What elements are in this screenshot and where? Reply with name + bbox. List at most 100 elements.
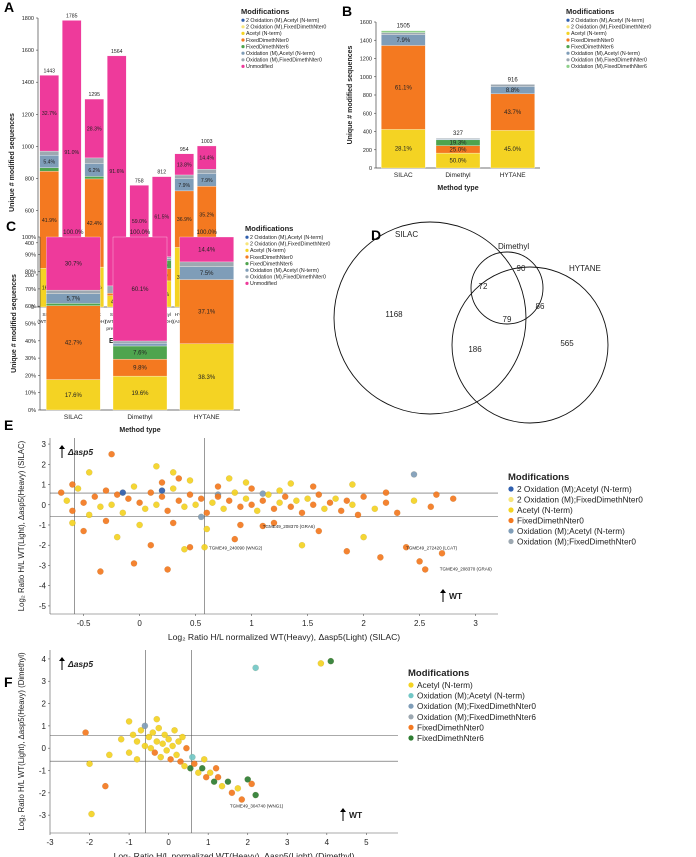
data-point xyxy=(186,477,194,484)
data-point xyxy=(141,722,149,730)
data-point xyxy=(238,796,246,803)
data-point xyxy=(102,782,109,790)
data-point xyxy=(147,489,155,496)
data-point xyxy=(74,485,82,492)
data-point xyxy=(125,495,132,502)
bar-segment-label: 59.0% xyxy=(132,219,147,225)
data-point xyxy=(137,727,145,734)
x-tick-label: HYTANE xyxy=(500,172,527,179)
bar-segment-label: 5.4% xyxy=(43,160,55,166)
y-tick-label: 0 xyxy=(369,166,372,172)
x-tick-label: 2 xyxy=(361,619,366,628)
bar-segment-label: 60.1% xyxy=(131,287,149,293)
bar-segment xyxy=(197,169,217,174)
data-point xyxy=(85,469,93,476)
legend-marker xyxy=(566,31,570,35)
legend-marker xyxy=(408,703,414,709)
y-tick-label: 2 xyxy=(42,460,47,469)
point-annotation: TGME49_304740 (WNG1) xyxy=(230,803,284,808)
data-point xyxy=(298,509,306,517)
bar-segment xyxy=(179,279,234,344)
data-point xyxy=(63,497,71,504)
legend-label: 2 Oxidation (M);FixedDimethNter0 xyxy=(517,495,643,505)
data-point xyxy=(183,744,190,752)
y-tick-label: 800 xyxy=(25,177,34,183)
data-point xyxy=(270,519,278,527)
y-tick-label: 50% xyxy=(25,322,36,328)
legend-marker xyxy=(245,242,249,246)
x-tick-label: 1 xyxy=(249,619,254,628)
point-annotation: TGME49_240090 (WNG2) xyxy=(209,545,263,550)
data-point xyxy=(179,733,186,741)
data-point xyxy=(195,769,202,776)
bar-segment-label: 9.8% xyxy=(133,366,147,372)
data-point xyxy=(220,505,227,513)
bar-segment-label: 25.0% xyxy=(449,147,467,153)
data-point xyxy=(80,499,87,506)
data-point xyxy=(133,756,141,763)
bar-segment xyxy=(381,32,426,35)
data-point xyxy=(163,747,170,754)
y-tick-label: -3 xyxy=(39,561,47,570)
bar-segment xyxy=(46,305,101,380)
legend-marker xyxy=(241,38,245,42)
data-point xyxy=(117,736,125,743)
panel-label: A xyxy=(4,0,14,15)
legend-label: Oxidation (M);FixedDimethNter6 xyxy=(417,712,536,722)
data-point xyxy=(164,566,171,573)
bar-segment xyxy=(46,289,101,294)
data-point xyxy=(343,548,351,555)
data-point xyxy=(69,507,76,515)
x-axis-title: Log₂ Ratio H/L normalized WT(Heavy), Δas… xyxy=(168,632,400,642)
legend-label: 2 Oxidation (M),Acetyl (N-term) xyxy=(246,18,320,24)
data-point xyxy=(82,729,89,736)
bar-segment xyxy=(39,150,59,156)
venn-set-label: Dimethyl xyxy=(498,242,529,251)
bar-segment-label: 32.7% xyxy=(42,111,57,117)
data-point xyxy=(326,499,334,506)
bar-segment xyxy=(174,153,194,176)
legend-marker xyxy=(566,64,570,68)
bar-segment xyxy=(84,98,104,159)
data-point xyxy=(129,731,137,739)
bar-segment xyxy=(46,236,101,291)
data-point xyxy=(298,541,306,549)
legend-label: Oxidation (M),Acetyl (N-term) xyxy=(246,51,315,57)
x-tick-label: -0.5 xyxy=(77,619,91,628)
y-tick-label: 600 xyxy=(363,111,372,117)
data-point xyxy=(187,765,194,772)
data-point xyxy=(206,769,214,776)
direction-label-wt: WT xyxy=(449,591,463,601)
legend-marker xyxy=(508,496,514,503)
bar-segment xyxy=(179,343,234,411)
y-tick-label: 600 xyxy=(25,209,34,215)
data-point xyxy=(209,499,216,506)
data-point xyxy=(231,535,239,543)
data-point xyxy=(270,505,278,513)
y-tick-label: 20% xyxy=(25,373,36,379)
data-point xyxy=(327,657,335,665)
data-point xyxy=(237,503,244,511)
y-tick-label: 1200 xyxy=(360,57,372,63)
bar-total-label: 1564 xyxy=(111,49,123,55)
legend-marker xyxy=(566,58,570,62)
bar-segment-label: 8.8% xyxy=(506,88,520,94)
y-tick-label: 3 xyxy=(42,677,47,686)
bar-total-label: 100.0% xyxy=(196,230,217,236)
y-tick-label: 400 xyxy=(25,241,34,247)
bar-total-label: 100.0% xyxy=(130,230,151,236)
bar-total-label: 1505 xyxy=(397,24,411,30)
bar-segment-label: 50.0% xyxy=(449,159,467,165)
data-point xyxy=(248,501,255,509)
bar-segment-label: 19.3% xyxy=(449,141,467,147)
y-tick-label: -3 xyxy=(39,811,47,820)
data-point xyxy=(181,762,188,770)
point-annotation: TGME49_208370 (GRA6) xyxy=(263,524,316,529)
bar-segment-label: 28.3% xyxy=(87,127,102,133)
legend-marker xyxy=(408,714,414,720)
direction-label-wt: WT xyxy=(349,810,363,820)
bar-segment-label: 41.9% xyxy=(42,218,57,224)
data-point xyxy=(106,751,113,759)
x-tick-label: 5 xyxy=(364,838,369,847)
bar-segment-label: 19.6% xyxy=(131,391,149,397)
